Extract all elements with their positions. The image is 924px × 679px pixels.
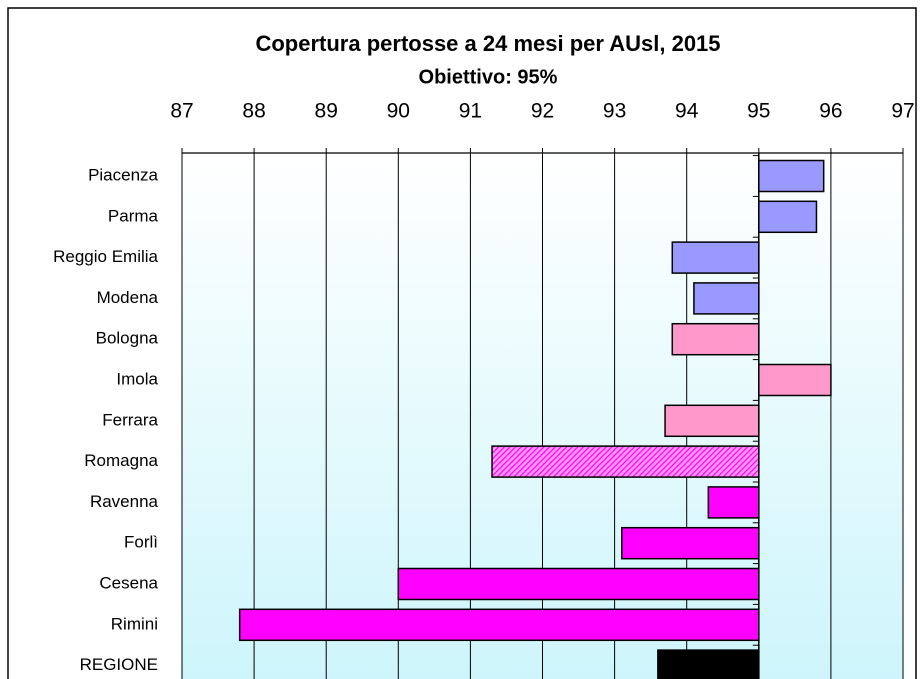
bar (707, 486, 760, 519)
x-tick-label: 96 (819, 100, 842, 123)
x-tick-label: 89 (315, 100, 338, 123)
y-tick-label: Forlì (124, 533, 158, 552)
y-tick-label: Modena (97, 288, 159, 307)
bar (758, 363, 832, 397)
bar (758, 159, 825, 193)
x-tick-label: 93 (603, 100, 626, 123)
bar (693, 282, 760, 315)
bar (758, 200, 818, 234)
x-tick-label: 94 (675, 100, 699, 123)
bar (664, 404, 760, 438)
y-tick-label: Piacenza (88, 165, 158, 184)
bar (238, 608, 760, 642)
bar (657, 649, 760, 679)
y-tick-label: Parma (108, 206, 159, 225)
x-tick-label: 87 (170, 100, 193, 123)
y-tick-label: Imola (116, 369, 158, 388)
y-tick-label: Romagna (84, 451, 158, 470)
y-tick-label: Reggio Emilia (53, 247, 158, 266)
bar (491, 445, 760, 478)
bar (671, 322, 760, 356)
y-tick-label: REGIONE (80, 655, 158, 674)
x-tick-label: 91 (459, 100, 482, 123)
x-tick-label: 92 (531, 100, 554, 123)
bar (671, 241, 760, 274)
x-tick-label: 95 (747, 100, 770, 123)
chart-subtitle: Obiettivo: 95% (419, 66, 558, 88)
y-tick-label: Rimini (111, 614, 158, 633)
x-tick-label: 97 (891, 100, 914, 123)
chart-title: Copertura pertosse a 24 mesi per AUsl, 2… (255, 31, 720, 56)
x-tick-label: 88 (242, 100, 265, 123)
y-tick-label: Ferrara (102, 410, 158, 429)
y-tick-label: Ravenna (90, 492, 159, 511)
y-tick-label: Cesena (99, 573, 158, 592)
bar (621, 526, 760, 560)
x-tick-label: 90 (387, 100, 410, 123)
bar (397, 567, 760, 601)
y-tick-label: Bologna (96, 329, 159, 348)
